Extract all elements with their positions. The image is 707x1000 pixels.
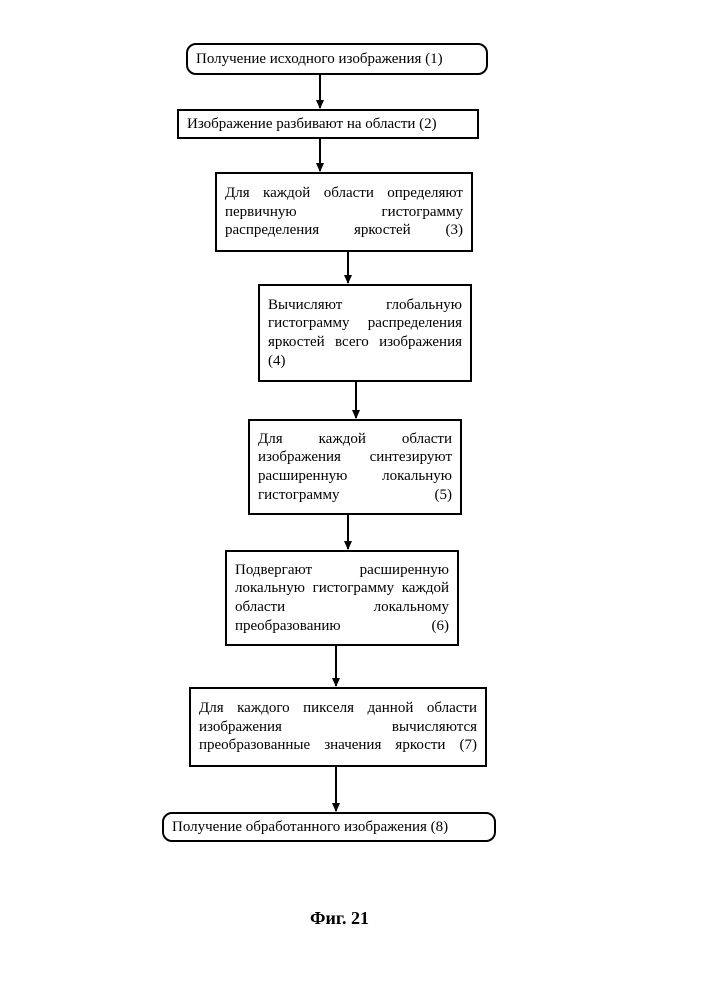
flow-node-3-text: Для каждой области определяют первичную … bbox=[225, 184, 463, 240]
flow-node-8: Получение обработанного изображения (8) bbox=[162, 812, 496, 842]
flow-node-2-text: Изображение разбивают на области (2) bbox=[187, 115, 437, 134]
flow-node-5-text: Для каждой области изображения синтезиру… bbox=[258, 430, 452, 505]
figure-caption: Фиг. 21 bbox=[310, 908, 369, 929]
flow-node-8-text: Получение обработанного изображения (8) bbox=[172, 818, 448, 837]
flow-node-2: Изображение разбивают на области (2) bbox=[177, 109, 479, 139]
flow-node-5: Для каждой области изображения синтезиру… bbox=[248, 419, 462, 515]
flow-node-7: Для каждого пикселя данной области изобр… bbox=[189, 687, 487, 767]
flow-node-6-text: Подвергают расширенную локальную гистогр… bbox=[235, 561, 449, 636]
flow-node-4: Вычисляют глобальную гистограмму распред… bbox=[258, 284, 472, 382]
flowchart-canvas: Получение исходного изображения (1) Изоб… bbox=[0, 0, 707, 1000]
flow-node-4-text: Вычисляют глобальную гистограмму распред… bbox=[268, 296, 462, 371]
flow-node-6: Подвергают расширенную локальную гистогр… bbox=[225, 550, 459, 646]
flow-node-3: Для каждой области определяют первичную … bbox=[215, 172, 473, 252]
flow-node-7-text: Для каждого пикселя данной области изобр… bbox=[199, 699, 477, 755]
flow-node-1-text: Получение исходного изображения (1) bbox=[196, 50, 443, 69]
flow-node-1: Получение исходного изображения (1) bbox=[186, 43, 488, 75]
